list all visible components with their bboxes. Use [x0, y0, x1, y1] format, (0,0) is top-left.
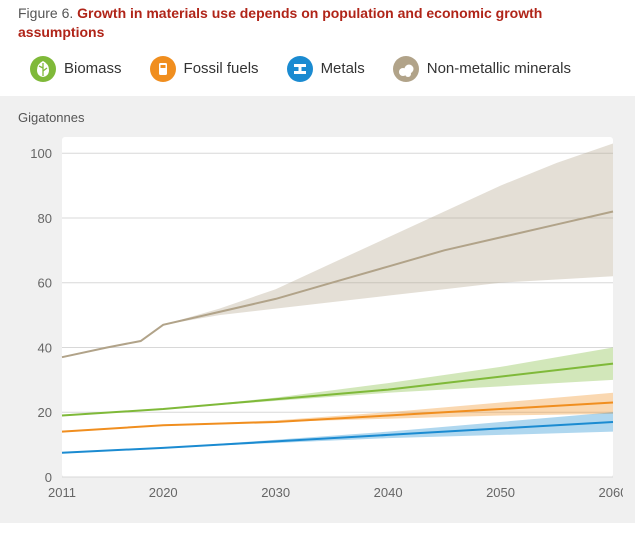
svg-text:2060: 2060: [599, 485, 623, 500]
legend-label: Metals: [321, 60, 365, 77]
biomass-icon: [30, 56, 56, 82]
svg-text:2030: 2030: [261, 485, 290, 500]
figure-label: Figure 6.: [18, 5, 73, 21]
svg-text:20: 20: [38, 405, 52, 420]
metals-icon: [287, 56, 313, 82]
legend-item-biomass: Biomass: [30, 56, 122, 82]
y-axis-title: Gigatonnes: [18, 110, 623, 125]
svg-text:40: 40: [38, 340, 52, 355]
legend-label: Fossil fuels: [184, 60, 259, 77]
legend-label: Non-metallic minerals: [427, 60, 571, 77]
nonmetallic-icon: [393, 56, 419, 82]
figure-title: Growth in materials use depends on popul…: [18, 5, 542, 40]
plot-svg: 020406080100201120202030204020502060: [12, 135, 623, 505]
svg-text:80: 80: [38, 211, 52, 226]
svg-text:0: 0: [45, 470, 52, 485]
legend: Biomass Fossil fuels Metals Non-metallic mi…: [0, 50, 635, 96]
legend-item-metals: Metals: [287, 56, 365, 82]
fossil-icon: [150, 56, 176, 82]
svg-text:60: 60: [38, 275, 52, 290]
chart-area: Gigatonnes 02040608010020112020203020402…: [0, 96, 635, 523]
figure-header: Figure 6. Growth in materials use depend…: [0, 0, 635, 50]
svg-text:2011: 2011: [48, 485, 76, 500]
legend-label: Biomass: [64, 60, 122, 77]
svg-text:100: 100: [30, 146, 52, 161]
svg-text:2040: 2040: [374, 485, 403, 500]
svg-text:2020: 2020: [149, 485, 178, 500]
svg-text:2050: 2050: [486, 485, 515, 500]
legend-item-nonmetallic: Non-metallic minerals: [393, 56, 571, 82]
plot: 020406080100201120202030204020502060: [12, 135, 623, 505]
legend-item-fossil: Fossil fuels: [150, 56, 259, 82]
